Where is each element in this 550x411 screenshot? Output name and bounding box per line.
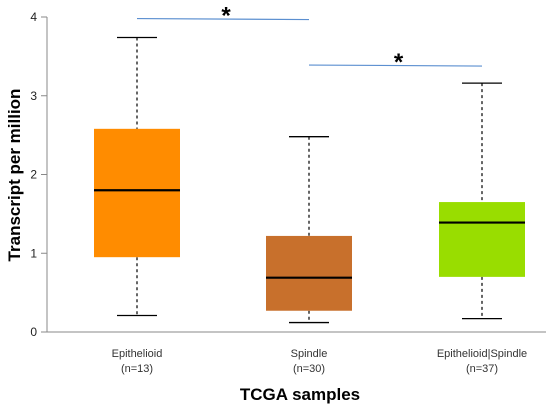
y-ticks: 0 1 2 3 4 (30, 10, 47, 339)
significance-star: * (394, 49, 404, 76)
y-tick-label: 2 (30, 168, 37, 182)
significance-star: * (221, 3, 231, 30)
category-n-label: (n=37) (466, 363, 498, 375)
significance-markers: ** (136, 3, 483, 76)
y-tick-label: 0 (30, 325, 37, 339)
significance-line (136, 17, 310, 21)
category-label: Epithelioid (112, 348, 163, 360)
category-label: Epithelioid|Spindle (437, 348, 527, 360)
box-epithelioid-spindle (439, 82, 525, 320)
box-epithelioid (94, 36, 180, 317)
x-axis-title: TCGA samples (240, 385, 360, 404)
box-spindle (266, 136, 352, 324)
y-axis-title: Transcript per million (5, 89, 24, 262)
y-tick-label: 3 (30, 89, 37, 103)
significance-line (308, 64, 483, 67)
iqr-box (439, 202, 525, 277)
category-label: Spindle (291, 348, 328, 360)
iqr-box (266, 235, 352, 311)
x-category-labels: Epithelioid (n=13) Spindle (n=30) Epithelioi… (112, 348, 528, 375)
category-n-label: (n=13) (121, 363, 153, 375)
y-tick-label: 1 (30, 246, 37, 260)
boxes (94, 36, 525, 324)
category-n-label: (n=30) (293, 363, 325, 375)
iqr-box (94, 128, 180, 258)
y-tick-label: 4 (30, 10, 37, 24)
